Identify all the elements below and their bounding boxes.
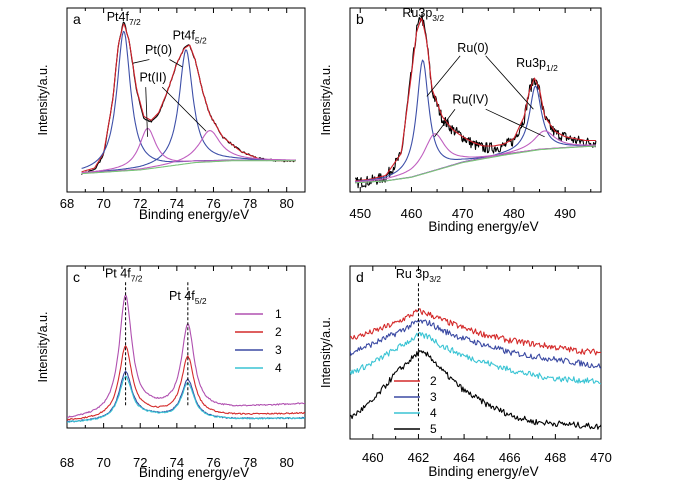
x-tick-label: 74 <box>170 196 184 211</box>
x-axis-label: Binding energy/eV <box>428 464 538 479</box>
annotation: Pt(II) <box>139 71 166 85</box>
x-tick-label: 460 <box>401 206 423 221</box>
x-tick-label: 466 <box>499 450 521 465</box>
panel-d: 460 462 464 466 468 470 Binding energy/eV Inten… <box>319 265 612 479</box>
plot-frame <box>66 7 306 193</box>
x-tick-label: 76 <box>206 455 220 470</box>
y-axis-label: Intensity/a.u. <box>36 312 50 383</box>
series-raw <box>355 13 597 189</box>
annotation-leader <box>132 59 150 64</box>
annotation: Ru(IV) <box>452 93 488 107</box>
series-pt-0-4f7-2 <box>81 30 296 169</box>
series-3 <box>350 319 601 369</box>
series-4 <box>67 375 305 423</box>
x-tick-label: 470 <box>590 450 612 465</box>
panel-label: c <box>73 269 80 285</box>
x-tick-label: 464 <box>453 450 475 465</box>
annotation-leader <box>161 86 207 132</box>
x-tick-label: 68 <box>60 455 74 470</box>
annotation: Pt4f5/2 <box>173 28 207 45</box>
x-tick-label: 460 <box>362 450 384 465</box>
y-axis-label: Intensity/a.u. <box>36 65 50 136</box>
legend-label: 4 <box>275 361 282 375</box>
x-tick-label: 470 <box>452 206 474 221</box>
x-tick-label: 78 <box>243 455 257 470</box>
x-axis-label: Binding energy/eV <box>139 465 249 480</box>
series-1 <box>67 294 305 418</box>
x-tick-label: 72 <box>133 196 147 211</box>
x-tick-label: 468 <box>545 450 567 465</box>
legend-label: 2 <box>275 325 282 339</box>
annotation: Ru(0) <box>457 41 488 55</box>
series-pt-ii-4f5-2 <box>81 130 296 174</box>
panel-label: d <box>356 269 364 285</box>
annotation-leader <box>485 108 545 138</box>
series-group <box>350 308 601 430</box>
annotation: Pt(0) <box>145 43 172 57</box>
plot-frame <box>349 7 602 193</box>
x-tick-label: 70 <box>96 196 110 211</box>
x-tick-label: 70 <box>96 455 110 470</box>
series-fit-envelope <box>81 23 296 173</box>
x-tick-label: 80 <box>279 455 293 470</box>
x-axis-label: Binding energy/eV <box>139 207 249 222</box>
x-tick-label: 72 <box>133 455 147 470</box>
legend-label: 2 <box>430 374 437 388</box>
x-tick-label: 78 <box>243 196 257 211</box>
plot-frame <box>66 265 306 429</box>
series-ru-0-3p3-2 <box>355 59 596 183</box>
x-tick-label: 490 <box>554 206 576 221</box>
annotation: Ru3p1/2 <box>516 56 558 73</box>
annotation: Pt4f7/2 <box>107 10 141 27</box>
legend-label: 1 <box>275 307 282 321</box>
annotation: Ru 3p3/2 <box>396 267 441 284</box>
x-tick-label: 80 <box>279 196 293 211</box>
series-pt-ii-4f7-2 <box>81 127 296 174</box>
x-tick-label: 462 <box>408 450 430 465</box>
legend-label: 3 <box>275 343 282 357</box>
annotation-leader <box>485 55 534 110</box>
panel-a: 68 70 72 74 76 78 80 Binding energy/eV Intensity… <box>36 7 306 222</box>
annotation-leader <box>426 55 461 97</box>
panel-label: a <box>73 11 81 27</box>
x-tick-label: 76 <box>206 196 220 211</box>
series-5 <box>350 350 601 430</box>
annotation: Pt 4f5/2 <box>169 289 207 306</box>
series-background <box>81 160 296 175</box>
y-axis-label: Intensity/a.u. <box>319 65 333 136</box>
y-axis-label: Intensity/a.u. <box>319 317 333 388</box>
series-4 <box>350 332 601 385</box>
series-background <box>355 145 596 184</box>
x-tick-label: 68 <box>60 196 74 211</box>
panel-c: 68 70 72 74 76 78 80 Binding energy/eV Intensity… <box>36 265 306 480</box>
x-tick-label: 450 <box>349 206 371 221</box>
annotation-leader <box>169 59 183 68</box>
panel-label: b <box>356 11 364 27</box>
x-axis-label: Binding energy/eV <box>428 219 538 234</box>
panel-b: 450 460 470 480 490 Binding energy/eV Intensit… <box>319 6 602 234</box>
series-group <box>81 21 296 175</box>
series-2 <box>350 308 601 356</box>
annotation-leader <box>434 108 456 138</box>
annotation: Pt 4f7/2 <box>105 266 143 283</box>
series-fit-envelope <box>355 17 596 182</box>
annotation: Ru3p3/2 <box>402 6 444 23</box>
legend-label: 5 <box>430 422 437 436</box>
series-2 <box>67 345 305 421</box>
x-tick-label: 480 <box>503 206 525 221</box>
legend-label: 3 <box>430 390 437 404</box>
series-group <box>67 294 305 423</box>
x-tick-label: 74 <box>170 455 184 470</box>
series-group <box>355 13 597 189</box>
annotation-leader <box>145 87 148 137</box>
legend-label: 4 <box>430 406 437 420</box>
